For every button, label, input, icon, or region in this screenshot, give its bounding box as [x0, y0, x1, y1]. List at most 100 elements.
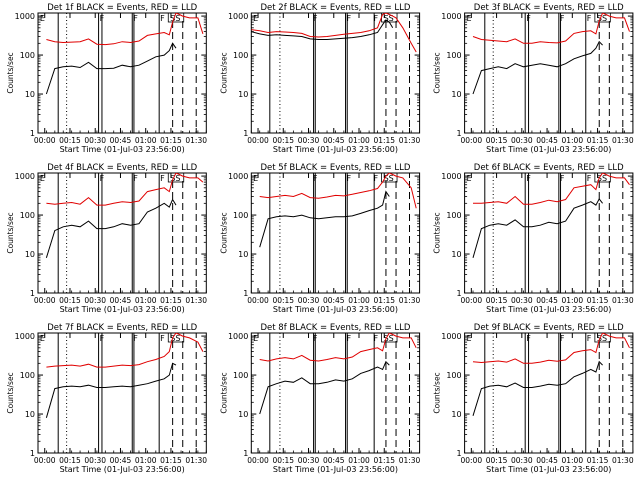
event-flag-label: SS: [170, 334, 180, 343]
x-tick-label: 01:30: [399, 136, 421, 145]
series-lld-line: [472, 333, 630, 364]
y-tick-label: 100: [233, 211, 248, 220]
event-flag-label: E: [466, 334, 471, 343]
series-events-line: [45, 362, 177, 418]
event-flag-label: F: [526, 14, 531, 23]
y-tick-label: 100: [446, 371, 461, 380]
y-tick-label: 1: [457, 289, 462, 298]
panel-det-9: Det 9f BLACK = Events, RED = LLD 1 10 100 10…: [433, 323, 634, 474]
x-tick-label: 01:30: [185, 456, 207, 465]
x-tick-label: 00:45: [110, 456, 132, 465]
x-tick-label: 01:00: [135, 136, 157, 145]
event-flag-label: F: [587, 14, 592, 23]
x-tick-label: 00:30: [84, 296, 106, 305]
x-tick-label: 01:15: [373, 296, 395, 305]
series-events-line: [251, 19, 394, 40]
y-tick-label: 10: [238, 250, 248, 259]
x-tick-label: 00:45: [110, 296, 132, 305]
event-flag-label: SS: [597, 174, 607, 183]
event-flag-label: E: [253, 174, 258, 183]
x-tick-label: 00:00: [461, 296, 483, 305]
x-tick-label: 00:45: [323, 136, 345, 145]
x-tick-label: 01:00: [348, 136, 370, 145]
event-flag-label: F: [587, 334, 592, 343]
x-tick-label: 01:00: [135, 296, 157, 305]
series-events-line: [45, 42, 177, 95]
x-tick-label: 00:00: [461, 136, 483, 145]
x-tick-label: 00:30: [511, 456, 533, 465]
y-axis-label: Counts/sec: [6, 212, 15, 253]
x-tick-label: 00:15: [486, 456, 508, 465]
x-tick-label: 01:00: [348, 456, 370, 465]
y-axis-label: Counts/sec: [433, 212, 442, 253]
x-tick-label: 01:15: [373, 456, 395, 465]
y-tick-label: 10: [451, 410, 461, 419]
x-tick-label: 01:30: [612, 136, 634, 145]
x-tick-label: 00:45: [110, 136, 132, 145]
x-tick-label: 00:15: [59, 296, 81, 305]
series-lld-line: [259, 333, 417, 362]
x-tick-label: 01:15: [587, 136, 609, 145]
panel-det-8: Det 8f BLACK = Events, RED = LLD 1 10 100 10…: [219, 323, 420, 474]
series-events-line: [472, 40, 603, 95]
x-tick-label: 01:30: [612, 456, 634, 465]
event-flag-label: E: [466, 174, 471, 183]
panel-det-1: Det 1f BLACK = Events, RED = LLD 1 10 100 10…: [6, 3, 207, 154]
y-tick-label: 1: [243, 289, 248, 298]
panel-title: Det 1f BLACK = Events, RED = LLD: [47, 3, 197, 13]
x-tick-label: 01:15: [160, 456, 182, 465]
series-events-line: [259, 360, 390, 415]
series-lld-line: [473, 173, 630, 205]
x-axis-label: Start Time (01-Jul-03 23:56:00): [486, 305, 611, 314]
x-tick-label: 00:30: [298, 136, 320, 145]
event-flag-label: F: [313, 14, 318, 23]
x-tick-label: 01:00: [561, 296, 583, 305]
y-axis-label: Counts/sec: [219, 372, 228, 413]
x-tick-label: 01:00: [135, 456, 157, 465]
y-tick-label: 1000: [441, 332, 461, 341]
y-tick-label: 1: [30, 449, 35, 458]
event-flag-label: F: [133, 174, 138, 183]
x-axis-label: Start Time (01-Jul-03 23:56:00): [60, 145, 185, 154]
x-axis-label: Start Time (01-Jul-03 23:56:00): [60, 465, 185, 474]
x-tick-label: 00:30: [84, 456, 106, 465]
event-flag-label: F: [560, 14, 565, 23]
event-flag-label: SS: [597, 334, 607, 343]
event-flag-label: F: [160, 174, 165, 183]
y-tick-label: 10: [238, 90, 248, 99]
panel-det-3: Det 3f BLACK = Events, RED = LLD 1 10 100 10…: [433, 3, 634, 154]
x-tick-label: 01:30: [185, 136, 207, 145]
y-tick-label: 10: [25, 250, 35, 259]
x-tick-label: 01:30: [612, 296, 634, 305]
y-tick-label: 100: [20, 211, 35, 220]
y-axis-label: Counts/sec: [6, 372, 15, 413]
x-tick-label: 00:45: [323, 456, 345, 465]
y-tick-label: 10: [451, 90, 461, 99]
series-lld-line: [472, 13, 630, 44]
series-lld-line: [46, 333, 204, 368]
y-tick-label: 100: [233, 51, 248, 60]
event-flag-label: F: [313, 334, 318, 343]
y-tick-label: 1000: [15, 332, 35, 341]
event-flag-label: E: [40, 174, 45, 183]
x-tick-label: 01:00: [561, 136, 583, 145]
y-tick-label: 1: [457, 449, 462, 458]
x-tick-label: 01:15: [160, 296, 182, 305]
event-flag-label: F: [100, 14, 105, 23]
panel-title: Det 2f BLACK = Events, RED = LLD: [260, 3, 410, 13]
y-axis-label: Counts/sec: [433, 372, 442, 413]
event-flag-label: E: [40, 14, 45, 23]
x-axis-label: Start Time (01-Jul-03 23:56:00): [273, 305, 398, 314]
panel-det-4: Det 4f BLACK = Events, RED = LLD 1 10 100 10…: [6, 163, 207, 314]
x-tick-label: 01:00: [348, 296, 370, 305]
event-flag-label: SS: [384, 174, 394, 183]
event-flag-label: E: [253, 14, 258, 23]
x-tick-label: 00:00: [34, 136, 56, 145]
y-tick-label: 100: [20, 371, 35, 380]
y-tick-label: 1000: [228, 172, 248, 181]
event-flag-label: F: [133, 334, 138, 343]
x-tick-label: 01:30: [185, 296, 207, 305]
event-flag-label: F: [160, 334, 165, 343]
x-tick-label: 00:30: [298, 456, 320, 465]
